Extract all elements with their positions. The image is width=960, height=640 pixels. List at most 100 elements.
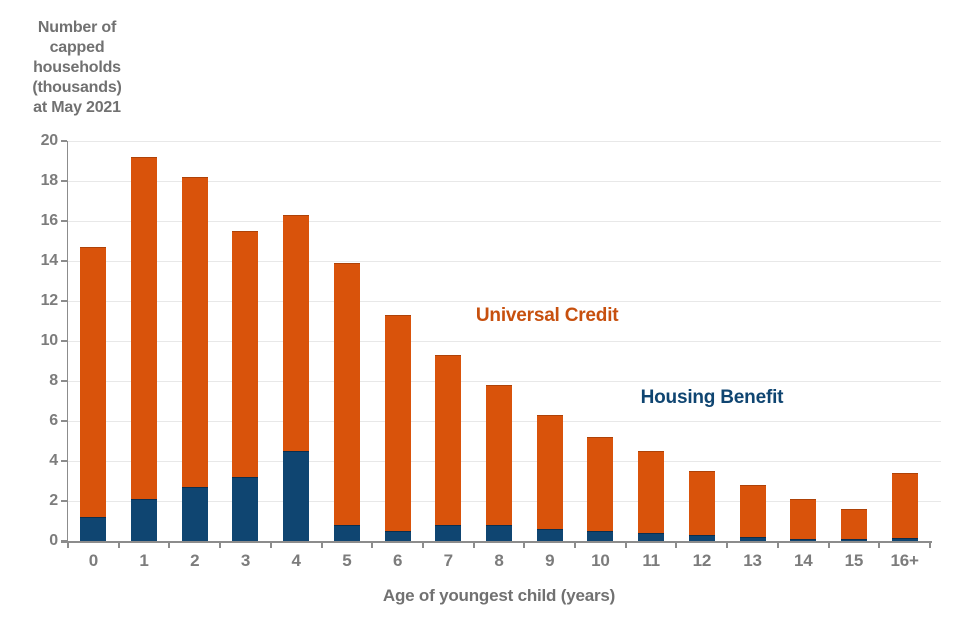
y-tick-label: 0 bbox=[49, 532, 58, 549]
bar-14-housing-benefit bbox=[790, 539, 817, 541]
bar-9-housing-benefit bbox=[536, 529, 563, 541]
bar-15-universal-credit bbox=[840, 509, 867, 539]
x-tick bbox=[219, 542, 222, 548]
y-tick-label: 14 bbox=[40, 252, 59, 269]
bar-0-housing-benefit bbox=[80, 517, 107, 541]
bar-6-housing-benefit bbox=[384, 531, 411, 541]
y-axis-title-line: at May 2021 bbox=[33, 99, 121, 116]
y-tick bbox=[61, 260, 67, 262]
x-tick bbox=[574, 542, 577, 548]
gridline bbox=[68, 380, 941, 382]
x-tick bbox=[624, 542, 627, 548]
x-tick bbox=[168, 542, 171, 548]
y-tick-label: 8 bbox=[49, 372, 58, 389]
x-tick-label: 8 bbox=[494, 551, 504, 570]
y-tick-label: 20 bbox=[40, 132, 59, 149]
y-tick bbox=[61, 460, 67, 462]
bar-8-universal-credit bbox=[486, 385, 512, 525]
bar-7-universal-credit bbox=[435, 355, 462, 525]
bar-8-housing-benefit bbox=[486, 525, 512, 541]
x-tick-label: 2 bbox=[190, 551, 200, 570]
y-axis-title-line: Number of bbox=[37, 19, 117, 36]
x-tick bbox=[776, 542, 779, 548]
x-tick bbox=[827, 542, 830, 548]
y-axis-title: Number of capped households (thousands) at M… bbox=[0, 18, 154, 118]
x-tick-label: 12 bbox=[692, 551, 712, 570]
x-tick bbox=[269, 542, 272, 548]
x-tick-label: 10 bbox=[591, 551, 610, 570]
y-tick-label: 18 bbox=[40, 172, 59, 189]
gridline bbox=[68, 140, 941, 142]
x-tick-label: 9 bbox=[545, 551, 555, 570]
bar-6-universal-credit bbox=[384, 315, 411, 531]
y-axis-title-line: capped bbox=[49, 39, 105, 56]
bar-14-universal-credit bbox=[790, 499, 817, 539]
y-tick bbox=[61, 220, 67, 222]
x-tick-label: 6 bbox=[392, 551, 403, 570]
y-tick bbox=[61, 420, 67, 422]
y-tick bbox=[61, 540, 67, 542]
bar-3-universal-credit bbox=[232, 231, 259, 477]
bar-10-housing-benefit bbox=[587, 531, 614, 541]
x-tick bbox=[117, 542, 120, 548]
gridline bbox=[68, 340, 941, 342]
x-tick bbox=[371, 542, 374, 548]
x-tick bbox=[929, 542, 931, 548]
bar-5-universal-credit bbox=[333, 263, 360, 525]
bar-16+-housing-benefit bbox=[891, 538, 918, 541]
y-tick bbox=[61, 380, 67, 382]
bar-13-universal-credit bbox=[739, 485, 766, 537]
gridline bbox=[68, 220, 941, 222]
bar-12-universal-credit bbox=[688, 471, 715, 535]
bar-2-housing-benefit bbox=[181, 487, 208, 541]
x-tick-label: 0 bbox=[88, 551, 98, 570]
x-tick bbox=[67, 542, 69, 548]
bar-4-universal-credit bbox=[283, 215, 310, 451]
bar-10-universal-credit bbox=[587, 437, 614, 531]
x-tick-label: 14 bbox=[793, 551, 813, 570]
x-tick bbox=[472, 542, 475, 548]
bar-1-housing-benefit bbox=[131, 499, 158, 541]
y-tick-label: 4 bbox=[49, 452, 58, 469]
bar-11-housing-benefit bbox=[638, 533, 665, 541]
y-tick bbox=[61, 300, 67, 302]
bar-9-universal-credit bbox=[536, 415, 563, 529]
y-tick bbox=[61, 140, 67, 142]
x-axis-line bbox=[61, 540, 932, 543]
bar-11-universal-credit bbox=[638, 451, 665, 533]
y-tick-label: 16 bbox=[40, 212, 59, 229]
y-axis-title-line: (thousands) bbox=[32, 79, 122, 96]
bar-15-housing-benefit bbox=[840, 539, 867, 541]
bar-7-housing-benefit bbox=[435, 525, 462, 541]
bar-0-universal-credit bbox=[80, 247, 107, 517]
y-tick bbox=[61, 500, 67, 502]
x-tick-label: 5 bbox=[342, 551, 352, 570]
housing-benefit-label: Housing Benefit bbox=[640, 387, 784, 408]
x-tick bbox=[320, 542, 323, 548]
x-tick-label: 13 bbox=[743, 551, 762, 570]
y-tick-label: 12 bbox=[40, 292, 59, 309]
y-tick-label: 10 bbox=[40, 332, 59, 349]
y-tick bbox=[61, 340, 67, 342]
bar-12-housing-benefit bbox=[688, 535, 715, 541]
x-tick bbox=[878, 542, 881, 548]
x-tick-label: 4 bbox=[291, 551, 301, 570]
x-axis-title: Age of youngest child (years) bbox=[382, 586, 616, 605]
x-tick bbox=[421, 542, 424, 548]
x-tick-label: 7 bbox=[443, 551, 453, 570]
y-axis-line bbox=[66, 141, 68, 542]
universal-credit-label: Universal Credit bbox=[475, 305, 619, 326]
y-tick-label: 6 bbox=[49, 412, 58, 429]
x-tick bbox=[523, 542, 526, 548]
gridline bbox=[68, 300, 941, 302]
bar-5-housing-benefit bbox=[333, 525, 360, 541]
x-tick-label: 15 bbox=[844, 551, 864, 570]
y-axis-title-line: households bbox=[33, 59, 121, 76]
x-tick bbox=[726, 542, 729, 548]
x-tick-label: 1 bbox=[139, 551, 149, 570]
bar-13-housing-benefit bbox=[739, 537, 766, 541]
bar-2-universal-credit bbox=[181, 177, 208, 487]
bar-16+-universal-credit bbox=[891, 473, 918, 538]
x-tick bbox=[675, 542, 678, 548]
